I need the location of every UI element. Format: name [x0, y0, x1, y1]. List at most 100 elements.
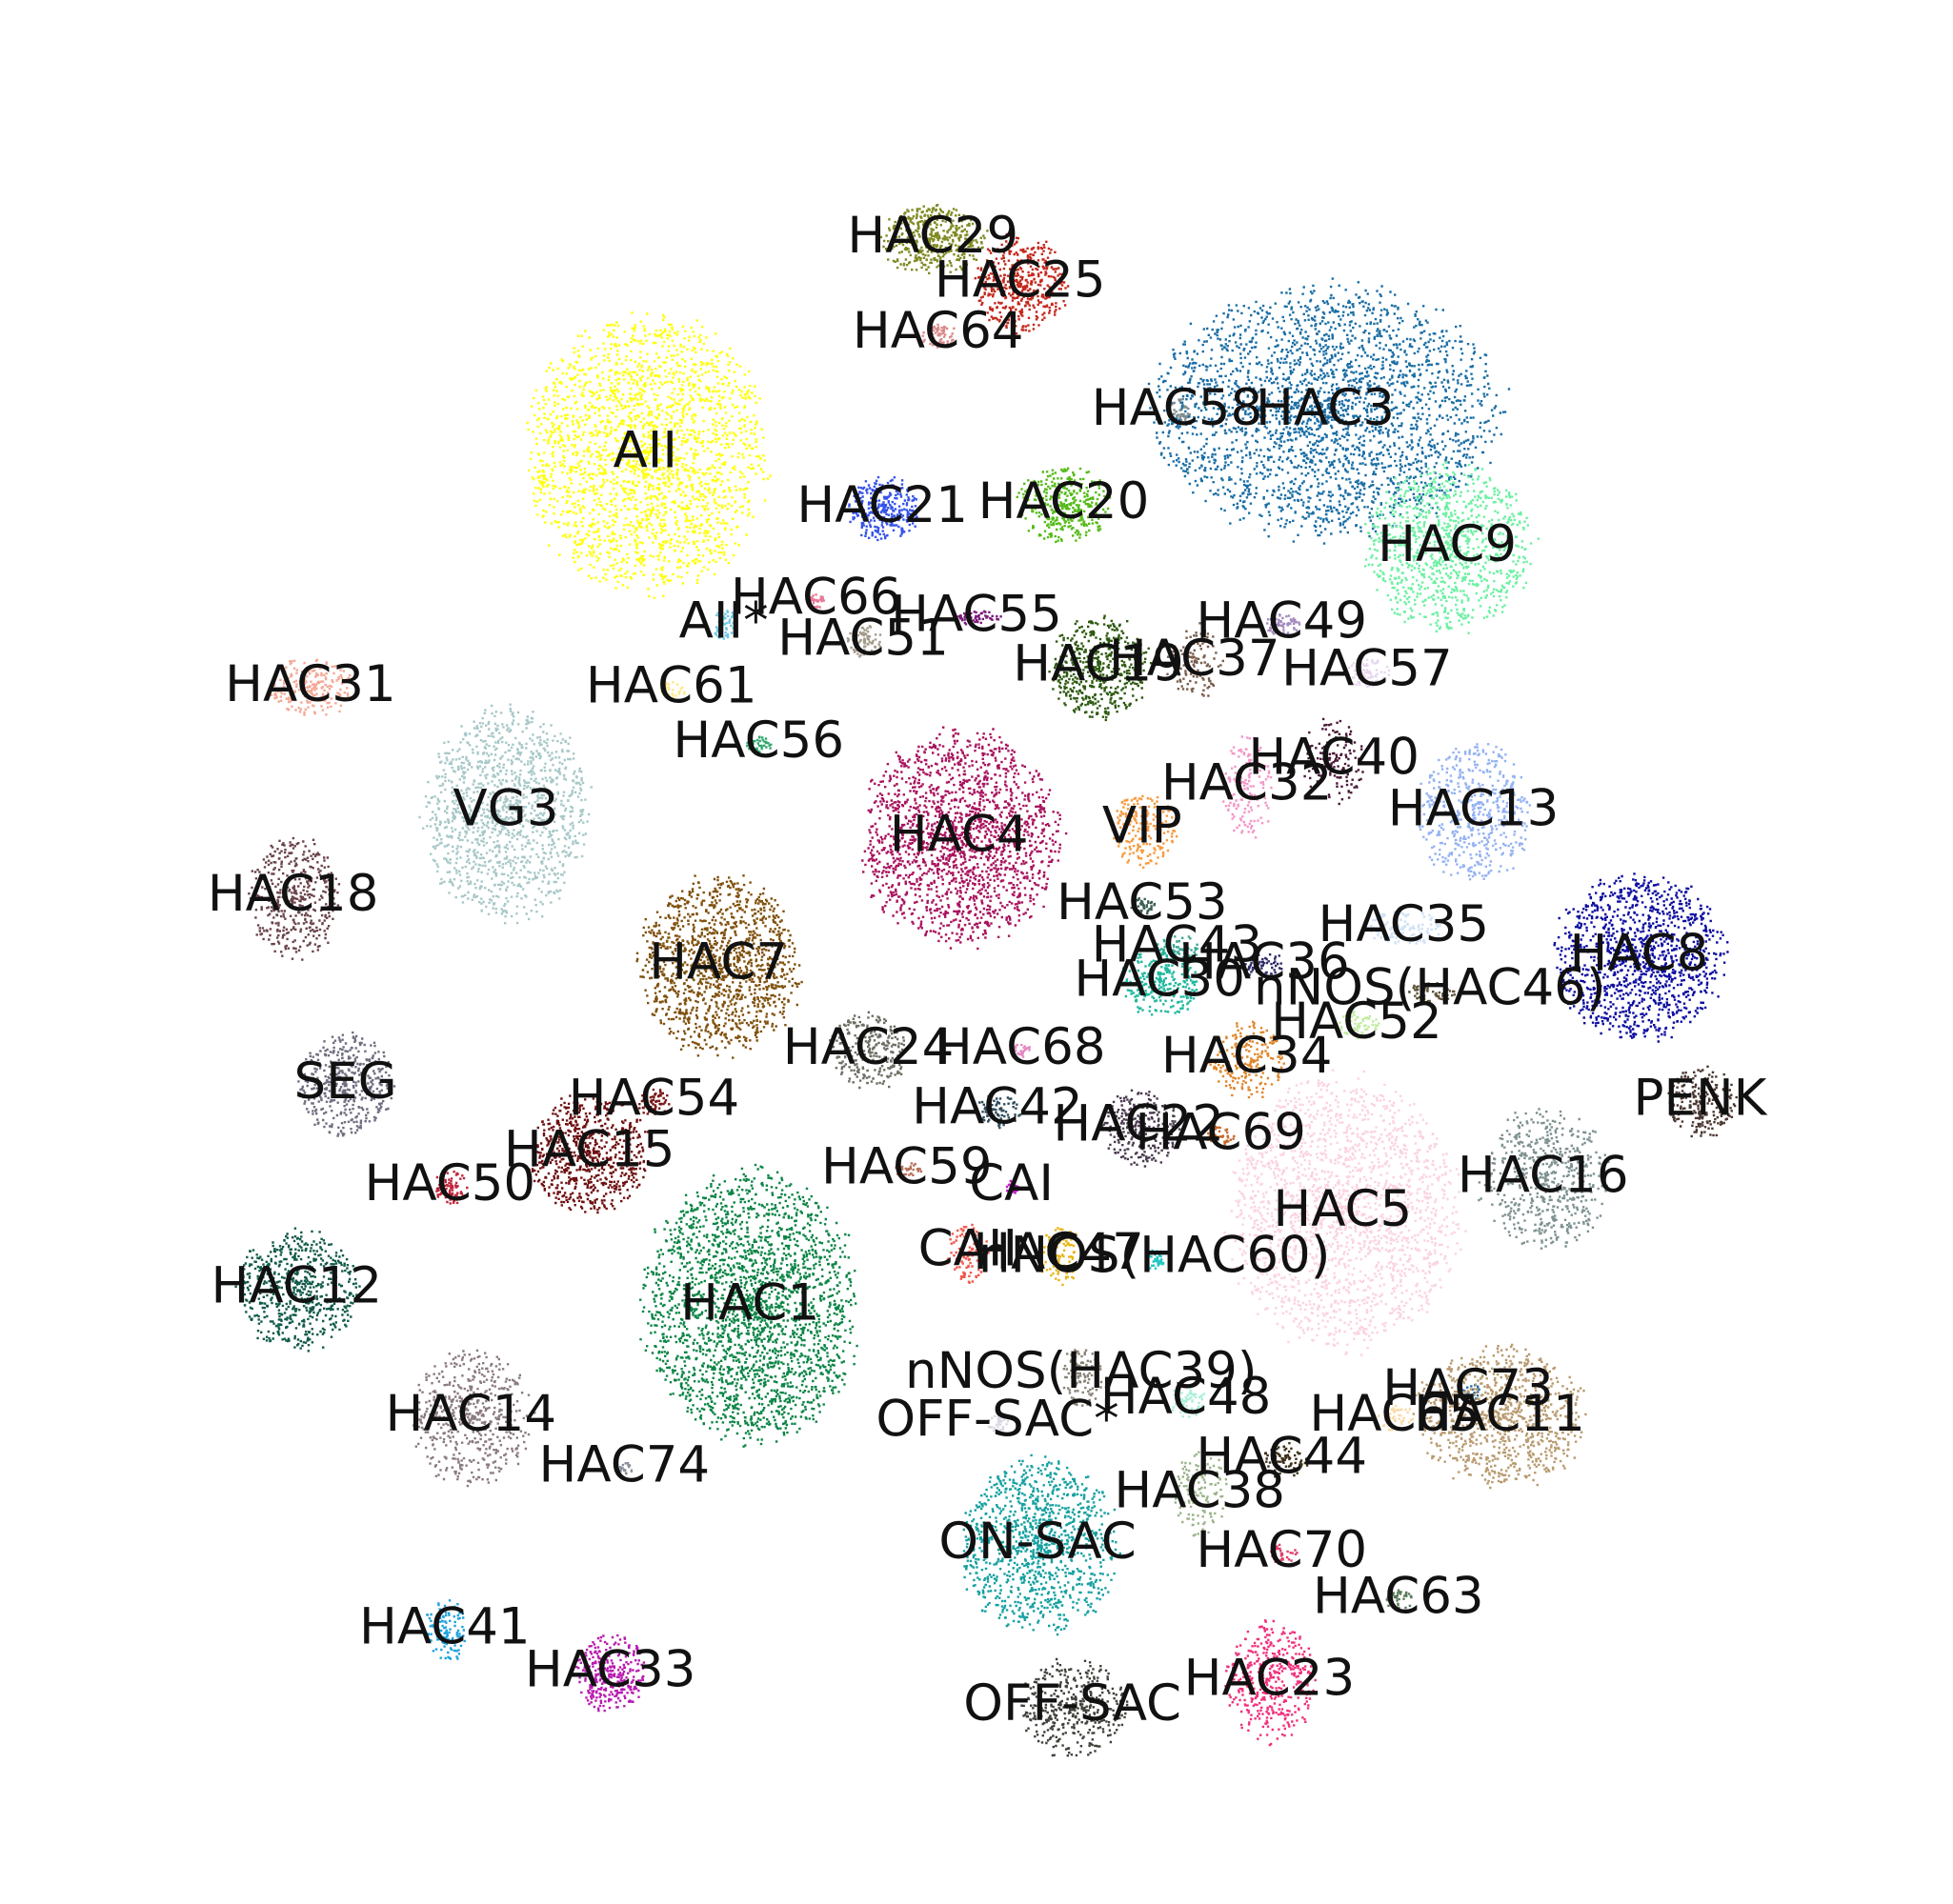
cluster-label: HAC50 [365, 1154, 536, 1213]
cluster-points [1478, 1108, 1610, 1250]
cluster-label: HAC70 [1196, 1521, 1367, 1579]
cluster-points [248, 836, 341, 961]
cluster-points [976, 1094, 1021, 1130]
cluster-label: HAC74 [539, 1436, 711, 1494]
cluster-aii [526, 311, 772, 599]
cluster-caii [946, 1223, 990, 1284]
cluster-points [426, 1599, 466, 1660]
cluster-points [635, 874, 803, 1059]
cluster-cai [1005, 1179, 1019, 1194]
cluster-label: HAC25 [935, 251, 1106, 310]
cluster-hac4 [861, 726, 1068, 951]
cluster-points [1171, 1387, 1206, 1418]
cluster-hac20 [1016, 467, 1112, 544]
cluster-hac9 [1363, 461, 1540, 634]
cluster-hac70 [1270, 1543, 1299, 1566]
cluster-label: PENK [1634, 1070, 1768, 1128]
cluster-label: HAC66 [731, 568, 902, 626]
cluster-points [297, 1031, 396, 1137]
cluster-seg [297, 1031, 396, 1137]
cluster-label: HAC42 [912, 1078, 1083, 1136]
cluster-points [1048, 614, 1153, 722]
cluster-points [879, 204, 989, 275]
cluster-points [660, 681, 686, 699]
cluster-points [618, 1462, 634, 1475]
cluster-label: nNOS(HAC46) [1254, 958, 1606, 1016]
cluster-label: CAII [918, 1219, 1018, 1277]
cluster-points [418, 703, 593, 925]
cluster-points [1339, 1011, 1380, 1040]
cluster-points [921, 323, 956, 349]
cluster-hac38 [1174, 1451, 1228, 1537]
cluster-hac12 [234, 1227, 361, 1353]
cluster-points [1347, 656, 1391, 688]
cluster-hac51 [846, 625, 882, 658]
cluster-points [1119, 949, 1199, 1016]
cluster-label: HAC12 [211, 1257, 382, 1315]
cluster-points [1130, 897, 1157, 915]
cluster-label: HAC48 [1100, 1368, 1272, 1426]
cluster-points [1363, 461, 1540, 634]
cluster-points [1164, 622, 1224, 697]
cluster-label: OFF-SAC [963, 1674, 1181, 1733]
cluster-nnos-hac60- [1145, 1249, 1165, 1270]
cluster-hac37 [1164, 622, 1224, 697]
cluster-label: HAC61 [586, 657, 757, 715]
cluster-hac66 [809, 593, 825, 609]
cluster-hac24 [829, 1011, 908, 1090]
cluster-hac11 [1412, 1343, 1587, 1490]
cluster-points [435, 1171, 469, 1205]
cluster-hac5 [1223, 1069, 1467, 1356]
cluster-label: HAC65 [1309, 1385, 1480, 1443]
cluster-label: AII [614, 422, 678, 480]
cluster-points [1037, 1227, 1078, 1287]
cluster-hac7 [635, 874, 803, 1059]
cluster-points [714, 610, 735, 640]
cluster-points [528, 1093, 655, 1214]
cluster-label: AII* [679, 592, 769, 651]
cluster-points [269, 658, 352, 716]
cluster-label: nNOS(HAC39) [905, 1342, 1258, 1400]
cluster-label: HAC29 [847, 207, 1018, 265]
cluster-points [1174, 1451, 1228, 1537]
cluster-hac32 [1222, 735, 1273, 839]
cluster-hac42 [976, 1094, 1021, 1130]
cluster-hac14 [413, 1349, 536, 1488]
cluster-points [1364, 910, 1441, 945]
cluster-points [1244, 952, 1283, 980]
points-layer [234, 204, 1738, 1757]
cluster-label: HAC34 [1161, 1027, 1333, 1085]
cluster-label: ON-SAC [938, 1513, 1136, 1571]
cluster-label: HAC32 [1161, 754, 1333, 812]
cluster-label: HAC31 [225, 655, 396, 713]
cluster-points [1266, 613, 1301, 637]
cluster-hac29 [879, 204, 989, 275]
cluster-hac58 [1167, 397, 1191, 425]
cluster-hac15 [528, 1093, 655, 1214]
cluster-points [1062, 1349, 1103, 1407]
cluster-label: VG3 [453, 779, 558, 837]
cluster-points [1303, 717, 1364, 806]
cluster-points [1010, 1043, 1031, 1058]
cluster-points [1458, 1384, 1480, 1403]
cluster-label: HAC5 [1273, 1180, 1412, 1238]
cluster-points [1385, 1589, 1413, 1611]
cluster-points [1147, 277, 1511, 545]
cluster-points [1020, 1657, 1129, 1757]
cluster-points [829, 1011, 908, 1090]
cluster-hac34 [1207, 1020, 1286, 1099]
cluster-hac47 [1037, 1227, 1078, 1287]
cluster-points [1111, 794, 1178, 869]
cluster-label: HAC21 [796, 476, 968, 534]
cluster-label: HAC55 [891, 585, 1062, 643]
cluster-hac56 [746, 735, 773, 753]
cluster-label: HAC16 [1458, 1146, 1629, 1204]
cluster-label: HAC7 [649, 933, 788, 992]
cluster-points [974, 233, 1070, 335]
cluster-hac69 [1206, 1125, 1236, 1146]
cluster-label: HAC68 [935, 1018, 1106, 1076]
cluster-hac22 [1099, 1089, 1181, 1168]
cluster-points [1408, 982, 1456, 1003]
cluster-hac23 [1224, 1619, 1317, 1747]
